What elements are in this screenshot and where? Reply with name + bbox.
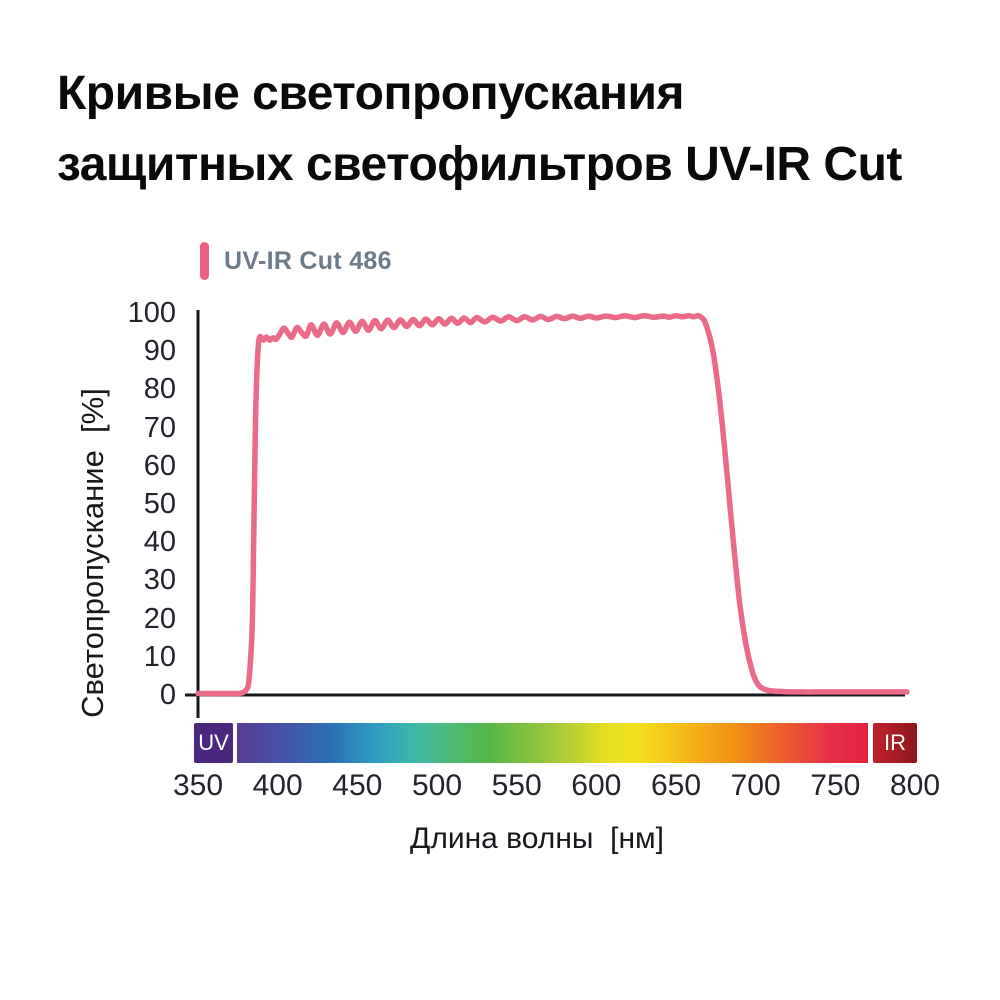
- uv-block: UV: [194, 723, 233, 763]
- visible-spectrum-gradient: [237, 723, 868, 763]
- legend: UV-IR Cut 486: [200, 242, 392, 280]
- chart-title: Кривые светопропускания защитных светофи…: [57, 58, 902, 200]
- x-tick-label: 650: [650, 769, 702, 802]
- uv-label: UV: [198, 730, 229, 755]
- chart-title-line2: защитных светофильтров UV-IR Cut: [57, 138, 902, 191]
- y-tick-label: 80: [143, 373, 176, 406]
- y-tick-label: 40: [143, 526, 176, 559]
- ir-label: IR: [884, 730, 906, 755]
- ir-block: IR: [873, 723, 917, 763]
- x-tick-label: 400: [252, 769, 303, 802]
- y-tick-label: 50: [143, 488, 176, 520]
- x-tick-label: 750: [810, 769, 861, 802]
- y-tick-label: 30: [143, 564, 176, 597]
- legend-swatch: [200, 242, 209, 280]
- x-tick-label: 550: [491, 769, 542, 802]
- x-tick-label: 450: [332, 769, 383, 802]
- y-axis-title: Светопропускание [%]: [75, 388, 110, 718]
- y-tick-label: 20: [143, 602, 176, 635]
- y-tick-label: 90: [143, 335, 176, 368]
- x-tick-label: 350: [172, 769, 224, 802]
- x-axis-title: Длина волны [нм]: [410, 822, 664, 855]
- legend-label: UV-IR Cut 486: [224, 246, 392, 275]
- y-tick-label: 0: [159, 679, 176, 711]
- y-tick-label: 10: [143, 640, 176, 673]
- chart-title-line1: Кривые светопропускания: [57, 67, 685, 120]
- y-tick-label: 60: [143, 449, 176, 482]
- x-tick-label: 700: [730, 769, 781, 802]
- x-tick-label: 500: [411, 769, 463, 802]
- x-tick-label: 800: [889, 769, 941, 802]
- transmission-curve: [195, 312, 910, 697]
- y-tick-label: 70: [143, 411, 176, 444]
- x-tick-label: 600: [571, 769, 622, 802]
- y-tick-label: 100: [127, 297, 176, 329]
